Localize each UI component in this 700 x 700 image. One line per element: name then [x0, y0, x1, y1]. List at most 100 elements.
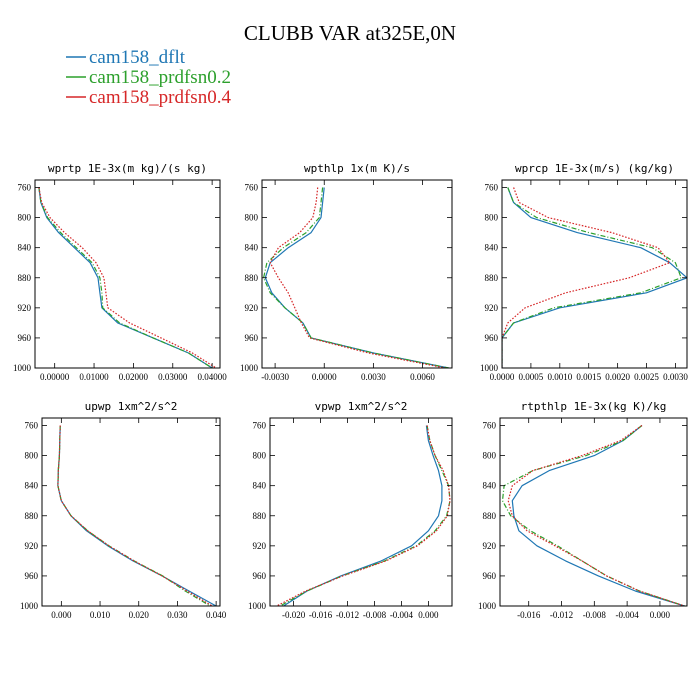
x-tick-label: 0.0020 — [605, 372, 630, 382]
y-tick-label: 840 — [253, 481, 267, 491]
panel-2: wprcp 1E-3x(m/s) (kg/kg)0.0000 0.0005 0.00… — [480, 162, 688, 382]
series-line-cam158_prdfsn0.4 — [276, 425, 451, 606]
legend-label-0: cam158_dflt — [89, 47, 186, 68]
series-line-cam158_prdfsn0.2 — [501, 425, 685, 606]
x-tick-label: 0.0005 — [519, 372, 544, 382]
y-tick-label: 840 — [18, 243, 32, 253]
panel-title: vpwp 1xm^2/s^2 — [315, 400, 408, 413]
x-tick-label: 0.04000 — [198, 372, 228, 382]
series-line-cam158_prdfsn0.4 — [502, 187, 671, 368]
panel-frame — [499, 417, 688, 607]
y-tick-label: 760 — [245, 183, 259, 193]
x-tick-label: -0.020 — [282, 610, 306, 620]
series-line-cam158_prdfsn0.2 — [263, 187, 449, 368]
y-tick-label: 960 — [253, 571, 267, 581]
legend: cam158_dflt cam158_prdfsn0.2 cam158_prdf… — [66, 47, 231, 108]
y-tick-label: 840 — [483, 481, 497, 491]
y-tick-label: 800 — [245, 213, 259, 223]
y-tick-label: 800 — [25, 451, 39, 461]
x-tick-label: 0.040 — [206, 610, 227, 620]
series-line-cam158_prdfsn0.4 — [269, 187, 446, 368]
y-tick-label: 920 — [485, 303, 499, 313]
panel-title: wpthlp 1x(m K)/s — [304, 162, 410, 175]
x-tick-label: -0.0030 — [261, 372, 289, 382]
panel-series-group — [276, 425, 451, 606]
series-line-cam158_dflt — [264, 187, 449, 368]
y-tick-label: 920 — [253, 541, 267, 551]
y-tick-label: 1000 — [478, 601, 497, 611]
series-line-cam158_dflt — [57, 425, 217, 606]
y-tick-label: 760 — [18, 183, 32, 193]
legend-label-1: cam158_prdfsn0.2 — [89, 67, 231, 88]
x-tick-label: -0.012 — [550, 610, 573, 620]
x-tick-label: 0.0000 — [490, 372, 515, 382]
y-tick-label: 800 — [253, 451, 267, 461]
panel-series-group — [263, 187, 449, 368]
x-tick-label: 0.0025 — [634, 372, 659, 382]
panel-frame — [269, 417, 453, 607]
panel-series-group — [501, 425, 685, 606]
x-tick-label: -0.016 — [309, 610, 333, 620]
series-line-cam158_prdfsn0.2 — [279, 425, 451, 606]
series-line-cam158_dflt — [38, 187, 213, 368]
x-tick-label: -0.008 — [363, 610, 387, 620]
x-tick-label: 0.000 — [51, 610, 72, 620]
panel-title: wprtp 1E-3x(m kg)/(s kg) — [48, 162, 207, 175]
y-tick-label: 960 — [25, 571, 39, 581]
x-tick-label: 0.000 — [650, 610, 671, 620]
y-tick-label: 840 — [245, 243, 259, 253]
y-tick-label: 760 — [25, 421, 39, 431]
panel-frame — [501, 179, 688, 369]
y-tick-label: 880 — [483, 511, 497, 521]
panel-frame — [261, 179, 453, 369]
y-tick-label: 800 — [18, 213, 32, 223]
series-line-cam158_prdfsn0.2 — [38, 187, 213, 368]
x-tick-label: 0.02000 — [119, 372, 149, 382]
panel-4: vpwp 1xm^2/s^2 -0.020 -0.016 -0.012 -0.008 -0… — [248, 400, 453, 620]
y-tick-label: 920 — [25, 541, 39, 551]
series-line-cam158_prdfsn0.4 — [507, 425, 685, 606]
series-line-cam158_prdfsn0.4 — [57, 425, 213, 606]
panels: wprtp 1E-3x(m kg)/(s kg) 0.00000 0.01000 0.… — [13, 162, 688, 620]
y-tick-label: 1000 — [248, 601, 267, 611]
panel-0: wprtp 1E-3x(m kg)/(s kg) 0.00000 0.01000 0.… — [13, 162, 227, 382]
series-line-cam158_dflt — [511, 425, 685, 606]
x-tick-label: 0.0010 — [547, 372, 572, 382]
y-tick-label: 800 — [483, 451, 497, 461]
x-tick-label: 0.01000 — [79, 372, 109, 382]
y-tick-label: 1000 — [240, 363, 259, 373]
x-tick-label: 0.0000 — [312, 372, 337, 382]
y-tick-label: 960 — [245, 333, 259, 343]
x-tick-label: -0.008 — [583, 610, 607, 620]
panel-series-group — [502, 187, 687, 368]
panel-title: upwp 1xm^2/s^2 — [85, 400, 178, 413]
x-tick-label: 0.03000 — [158, 372, 188, 382]
panel-series-group — [57, 425, 217, 606]
y-tick-label: 960 — [485, 333, 499, 343]
x-tick-label: 0.00000 — [40, 372, 70, 382]
x-tick-label: 0.0030 — [663, 372, 688, 382]
y-tick-label: 920 — [483, 541, 497, 551]
x-tick-label: -0.004 — [390, 610, 414, 620]
y-tick-label: 760 — [253, 421, 267, 431]
panel-title: rtpthlp 1E-3x(kg K)/kg — [521, 400, 667, 413]
y-tick-label: 1000 — [480, 363, 499, 373]
series-line-cam158_prdfsn0.4 — [38, 187, 217, 368]
x-tick-label: 0.000 — [418, 610, 439, 620]
x-tick-label: 0.020 — [129, 610, 150, 620]
y-tick-label: 880 — [253, 511, 267, 521]
panel-5: rtpthlp 1E-3x(kg K)/kg -0.016 -0.012 -0.008… — [478, 400, 688, 620]
y-tick-label: 1000 — [13, 363, 32, 373]
panel-3: upwp 1xm^2/s^2 0.000 0.010 0.020 0.030 0.040 7… — [20, 400, 227, 620]
y-tick-label: 920 — [18, 303, 32, 313]
series-line-cam158_dflt — [283, 425, 443, 606]
panel-title: wprcp 1E-3x(m/s) (kg/kg) — [515, 162, 674, 175]
y-tick-label: 880 — [485, 273, 499, 283]
panel-frame — [34, 179, 221, 369]
x-tick-label: -0.012 — [336, 610, 359, 620]
y-tick-label: 840 — [25, 481, 39, 491]
x-tick-label: -0.004 — [616, 610, 640, 620]
y-tick-label: 800 — [485, 213, 499, 223]
x-tick-label: 0.0015 — [576, 372, 601, 382]
